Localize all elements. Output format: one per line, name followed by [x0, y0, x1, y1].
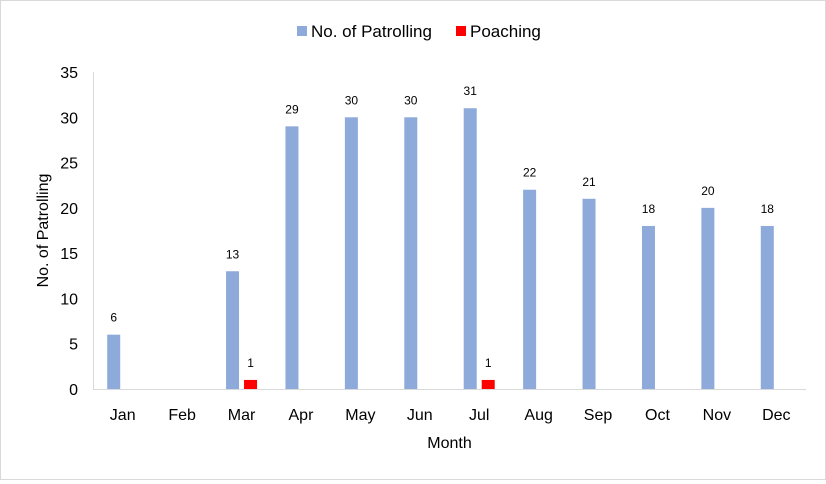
x-axis-ticks: Jan Feb Mar Apr May Jun Jul Aug Sep Oct Nov Dec [110, 407, 791, 424]
x-tick-label-jun: Jun [407, 407, 433, 424]
x-tick-label-may: May [345, 407, 375, 424]
data-label-no-of-patrolling-jun: 30 [404, 93, 418, 107]
y-tick-label-35: 35 [60, 65, 78, 82]
x-tick-label-nov: Nov [703, 407, 731, 424]
data-label-no-of-patrolling-aug: 22 [523, 166, 537, 180]
data-labels: 6 13 29 30 30 31 22 21 18 20 18 1 1 [110, 84, 774, 370]
y-axis-ticks: 0 5 10 15 20 25 30 35 [60, 65, 78, 399]
bar-no-of-patrolling-jan [107, 334, 121, 389]
x-tick-label-oct: Oct [645, 407, 670, 424]
x-tick-label-jan: Jan [110, 407, 136, 424]
data-label-no-of-patrolling-nov: 20 [701, 184, 715, 198]
bar-poaching-jul [481, 379, 495, 389]
y-tick-label-20: 20 [60, 201, 78, 218]
bar-no-of-patrolling-may [344, 117, 358, 390]
legend-swatch-patrolling [297, 26, 307, 36]
x-tick-label-apr: Apr [289, 407, 315, 424]
x-axis-title: Month [427, 435, 471, 452]
x-tick-label-aug: Aug [524, 407, 552, 424]
y-axis-title: No. of Patrolling [35, 174, 52, 288]
bar-no-of-patrolling-nov [701, 207, 715, 389]
data-label-no-of-patrolling-jan: 6 [110, 311, 117, 325]
bar-no-of-patrolling-dec [760, 225, 774, 389]
x-tick-label-mar: Mar [228, 407, 256, 424]
data-label-no-of-patrolling-apr: 29 [285, 102, 299, 116]
y-tick-label-25: 25 [60, 156, 78, 173]
bar-no-of-patrolling-aug [523, 189, 537, 389]
data-label-no-of-patrolling-may: 30 [345, 93, 359, 107]
y-tick-label-5: 5 [69, 337, 78, 354]
data-label-poaching-jul: 1 [485, 356, 492, 370]
bar-no-of-patrolling-mar [226, 271, 240, 389]
y-tick-label-0: 0 [69, 382, 78, 399]
data-label-no-of-patrolling-sep: 21 [582, 175, 596, 189]
data-label-poaching-mar: 1 [247, 356, 254, 370]
y-tick-label-10: 10 [60, 291, 78, 308]
legend-label-poaching: Poaching [470, 22, 541, 41]
bar-no-of-patrolling-apr [285, 126, 299, 389]
bar-no-of-patrolling-sep [582, 198, 596, 389]
data-label-no-of-patrolling-dec: 18 [761, 202, 775, 216]
bar-no-of-patrolling-jul [463, 108, 477, 389]
bar-no-of-patrolling-jun [404, 117, 418, 390]
legend-swatch-poaching [456, 26, 466, 36]
bar-poaching-mar [244, 379, 258, 389]
x-tick-label-sep: Sep [584, 407, 613, 424]
bar-no-of-patrolling-oct [641, 225, 655, 389]
data-label-no-of-patrolling-mar: 13 [226, 247, 240, 261]
x-tick-label-jul: Jul [469, 407, 489, 424]
y-tick-label-30: 30 [60, 110, 78, 127]
legend: No. of Patrolling Poaching [297, 22, 541, 41]
x-tick-label-dec: Dec [762, 407, 790, 424]
legend-label-patrolling: No. of Patrolling [311, 22, 432, 41]
x-tick-label-feb: Feb [168, 407, 196, 424]
data-label-no-of-patrolling-oct: 18 [642, 202, 656, 216]
bars [107, 108, 774, 390]
data-label-no-of-patrolling-jul: 31 [464, 84, 478, 98]
y-tick-label-15: 15 [60, 246, 78, 263]
